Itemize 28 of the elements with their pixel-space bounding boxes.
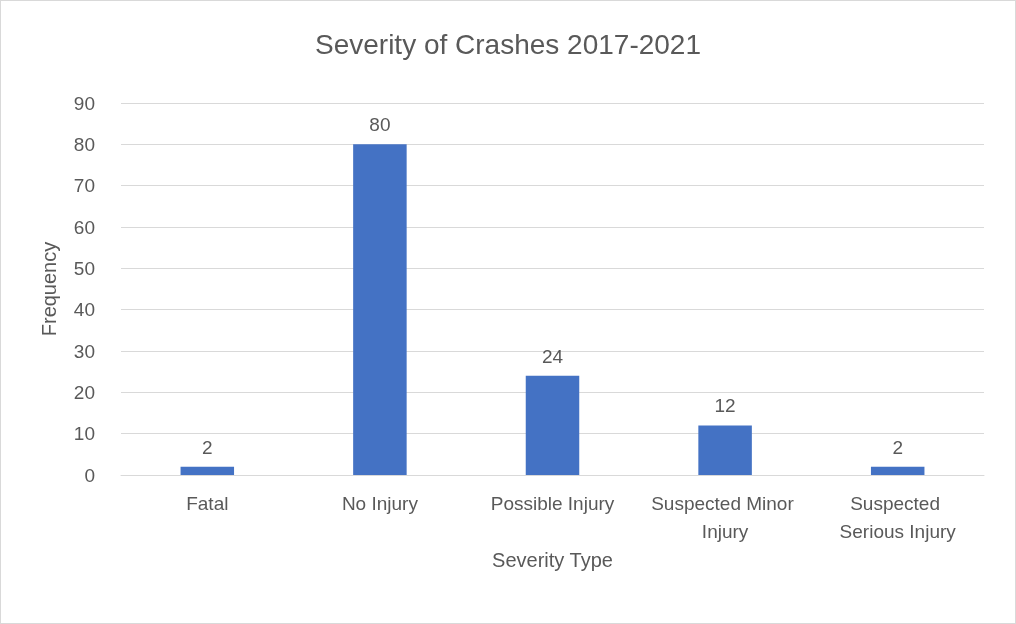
y-tick-label: 30 bbox=[73, 340, 95, 362]
y-axis-title: Frequency bbox=[38, 241, 60, 337]
y-tick-label: 40 bbox=[73, 299, 95, 321]
y-tick-label: 90 bbox=[73, 92, 95, 114]
y-tick-label: 60 bbox=[73, 216, 95, 238]
bar bbox=[180, 466, 235, 475]
chart-title: Severity of Crashes 2017-2021 bbox=[315, 28, 701, 60]
y-tick-label: 50 bbox=[73, 257, 95, 279]
y-tick-label: 20 bbox=[73, 381, 95, 403]
x-axis-title: Severity Type bbox=[492, 548, 613, 571]
data-label: 24 bbox=[541, 345, 564, 367]
x-tick-label: Suspected Minor Injury bbox=[651, 492, 800, 542]
data-label: 2 bbox=[892, 436, 903, 458]
y-tick-label: 0 bbox=[84, 464, 95, 486]
y-tick-label: 10 bbox=[73, 423, 95, 445]
x-tick-label: Suspected Serious Injury bbox=[839, 492, 957, 542]
data-label: 80 bbox=[369, 114, 391, 136]
x-tick-label: Fatal bbox=[186, 492, 229, 514]
x-tick-label: No Injury bbox=[341, 492, 419, 514]
y-tick-label: 80 bbox=[73, 133, 95, 155]
bar bbox=[870, 466, 925, 475]
x-tick-label: Possible Injury bbox=[490, 492, 615, 514]
data-label: 12 bbox=[714, 395, 736, 417]
bar bbox=[353, 144, 407, 475]
bar bbox=[525, 375, 580, 475]
y-tick-label: 70 bbox=[73, 175, 95, 197]
bar bbox=[698, 425, 752, 475]
data-label: 2 bbox=[202, 436, 213, 458]
